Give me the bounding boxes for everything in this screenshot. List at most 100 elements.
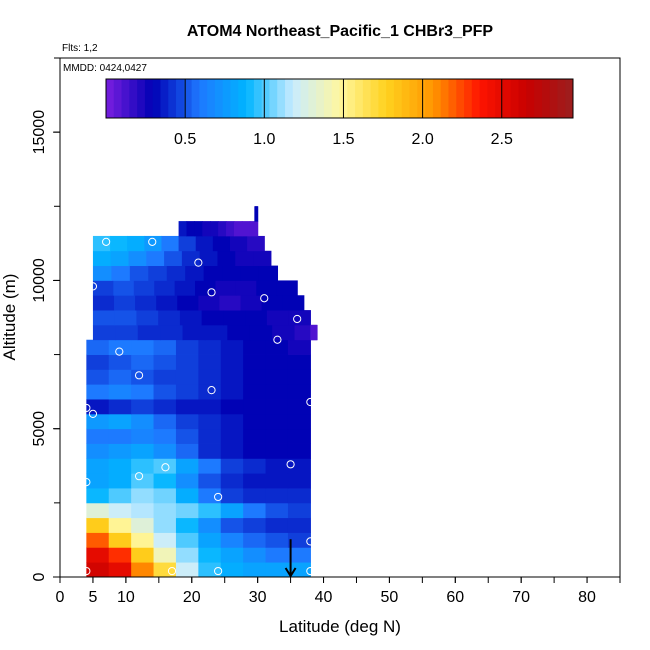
- heatmap-cell: [131, 443, 155, 459]
- heatmap-cell: [287, 369, 311, 385]
- heatmap-cell: [249, 221, 259, 237]
- heatmap-cell: [210, 221, 219, 237]
- heatmap-cell: [131, 458, 155, 474]
- heatmap-cell: [110, 250, 130, 266]
- heatmap-cell: [131, 354, 155, 370]
- heatmap-cell: [108, 547, 132, 563]
- heatmap-cell: [198, 354, 222, 370]
- heatmap-cell: [154, 280, 176, 296]
- colorbar-swatch: [176, 79, 185, 118]
- heatmap-cell: [198, 384, 222, 400]
- heatmap-cell: [131, 532, 155, 548]
- x-tick-label: 10: [117, 589, 135, 606]
- heatmap-cell: [265, 517, 289, 533]
- heatmap-cell: [220, 547, 244, 563]
- heatmap-cell: [153, 488, 177, 504]
- heatmap-cell: [153, 354, 177, 370]
- heatmap-cell: [215, 280, 237, 296]
- heatmap-cell: [129, 265, 149, 281]
- heatmap-cell: [115, 324, 139, 341]
- heatmap-cell: [220, 517, 244, 533]
- colorbar-swatch: [300, 79, 309, 118]
- heatmap-cell: [137, 324, 161, 341]
- heatmap-cell: [220, 339, 244, 355]
- heatmap-cell: [265, 532, 289, 548]
- heatmap-cell: [198, 532, 222, 548]
- colorbar-swatch: [292, 79, 302, 118]
- colorbar-swatch: [230, 79, 239, 118]
- heatmap-cell: [86, 502, 110, 519]
- heatmap-cell: [153, 413, 177, 430]
- heatmap-cell: [146, 250, 165, 266]
- heatmap-cell: [108, 428, 132, 444]
- colorbar-swatch: [440, 79, 449, 118]
- sample-point: [148, 237, 157, 246]
- heatmap-cell: [136, 310, 159, 326]
- colorbar-frame: [105, 78, 574, 119]
- heatmap-cell: [265, 473, 289, 489]
- heatmap-cell: [257, 206, 259, 222]
- y-axis-title: Altitude (m): [0, 274, 19, 361]
- heatmap-cell: [131, 339, 155, 355]
- heatmap-cell: [86, 488, 110, 504]
- heatmap-cell: [243, 354, 267, 370]
- colorbar-swatch: [106, 79, 115, 118]
- sample-point: [207, 386, 216, 395]
- x-tick-label: 30: [249, 589, 267, 606]
- colorbar-swatch: [160, 79, 169, 118]
- heatmap-cell: [153, 517, 177, 533]
- heatmap-cell: [127, 235, 145, 252]
- heatmap-cell: [131, 517, 155, 533]
- heatmap-cell: [86, 354, 110, 370]
- heatmap-cell: [265, 502, 289, 519]
- heatmap-cell: [201, 310, 224, 326]
- colorbar-swatch: [518, 79, 527, 118]
- heatmap-cell: [133, 280, 155, 296]
- y-tick-label: 15000: [31, 110, 48, 155]
- heatmap-cell: [265, 339, 289, 355]
- heatmap-cell: [177, 295, 199, 311]
- sample-point: [82, 403, 91, 413]
- colorbar-swatch: [269, 79, 278, 118]
- heatmap-cell: [131, 399, 155, 415]
- x-tick-label: 40: [315, 589, 333, 606]
- heatmap-cell: [287, 443, 311, 459]
- heatmap-cell: [241, 221, 251, 237]
- heatmap-cell: [108, 473, 132, 489]
- heatmap-cell: [282, 295, 305, 311]
- colorbar-swatch: [277, 79, 286, 118]
- heatmap-cell: [265, 413, 289, 430]
- heatmap-cell: [92, 265, 112, 281]
- heatmap-cell: [92, 295, 115, 311]
- heatmap-cell: [182, 324, 206, 341]
- heatmap-cell: [175, 354, 199, 370]
- heatmap-cell: [266, 310, 290, 326]
- heatmap-cell: [175, 339, 199, 355]
- colorbar: [105, 78, 574, 119]
- heatmap-cell: [108, 413, 132, 430]
- heatmap-cell: [199, 250, 219, 266]
- heatmap-cell: [265, 547, 289, 563]
- colorbar-swatch: [199, 79, 208, 118]
- heatmap-cell: [235, 250, 254, 266]
- heatmap-cell: [198, 413, 222, 430]
- colorbar-swatch: [401, 79, 411, 118]
- heatmap-cell: [114, 295, 136, 311]
- heatmap-cell: [288, 310, 311, 326]
- heatmap-cell: [227, 324, 251, 341]
- heatmap-cell: [265, 399, 289, 415]
- x-axis: 0 5 10 20 30 40 50 60 70 80: [56, 577, 621, 606]
- x-tick-label: 20: [183, 589, 201, 606]
- heatmap-cell: [220, 443, 244, 459]
- sample-points: [82, 237, 315, 576]
- heatmap-cell: [202, 221, 211, 237]
- colorbar-swatch: [207, 79, 216, 118]
- heatmap-cell: [226, 221, 235, 237]
- heatmap-cell: [175, 502, 199, 519]
- heatmap-cell: [235, 280, 257, 296]
- heatmap-cell: [198, 473, 222, 489]
- colorbar-tick-label: 2.0: [411, 131, 433, 148]
- colorbar-swatch: [386, 79, 395, 118]
- colorbar-swatch: [432, 79, 442, 118]
- heatmap-cell: [153, 384, 177, 400]
